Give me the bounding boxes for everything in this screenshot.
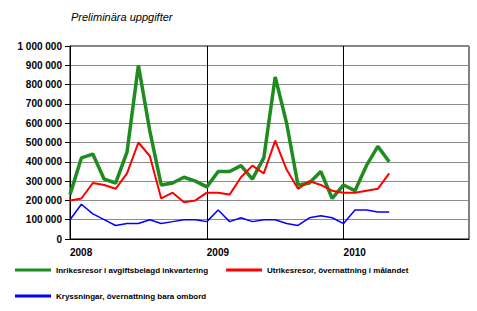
svg-text:2009: 2009 bbox=[207, 247, 230, 258]
svg-text:0: 0 bbox=[56, 234, 62, 245]
svg-text:700 000: 700 000 bbox=[26, 98, 63, 109]
svg-text:2008: 2008 bbox=[70, 247, 93, 258]
svg-text:Utrikesresor, övernattning i m: Utrikesresor, övernattning i målandet bbox=[267, 266, 409, 275]
svg-text:100 000: 100 000 bbox=[26, 214, 63, 225]
svg-text:300 000: 300 000 bbox=[26, 176, 63, 187]
svg-text:900 000: 900 000 bbox=[26, 60, 63, 71]
svg-text:2010: 2010 bbox=[344, 247, 367, 258]
svg-text:500 000: 500 000 bbox=[26, 137, 63, 148]
svg-text:600 000: 600 000 bbox=[26, 118, 63, 129]
svg-text:800 000: 800 000 bbox=[26, 79, 63, 90]
svg-text:400 000: 400 000 bbox=[26, 156, 63, 167]
svg-text:Kryssningar, övernattning bara: Kryssningar, övernattning bara ombord bbox=[56, 292, 206, 301]
svg-text:Inrikesresor i avgiftsbelagd i: Inrikesresor i avgiftsbelagd inkvarterin… bbox=[56, 266, 208, 275]
svg-text:200 000: 200 000 bbox=[26, 195, 63, 206]
svg-text:Preliminära uppgifter: Preliminära uppgifter bbox=[71, 11, 174, 23]
svg-text:1 000 000: 1 000 000 bbox=[18, 41, 63, 52]
